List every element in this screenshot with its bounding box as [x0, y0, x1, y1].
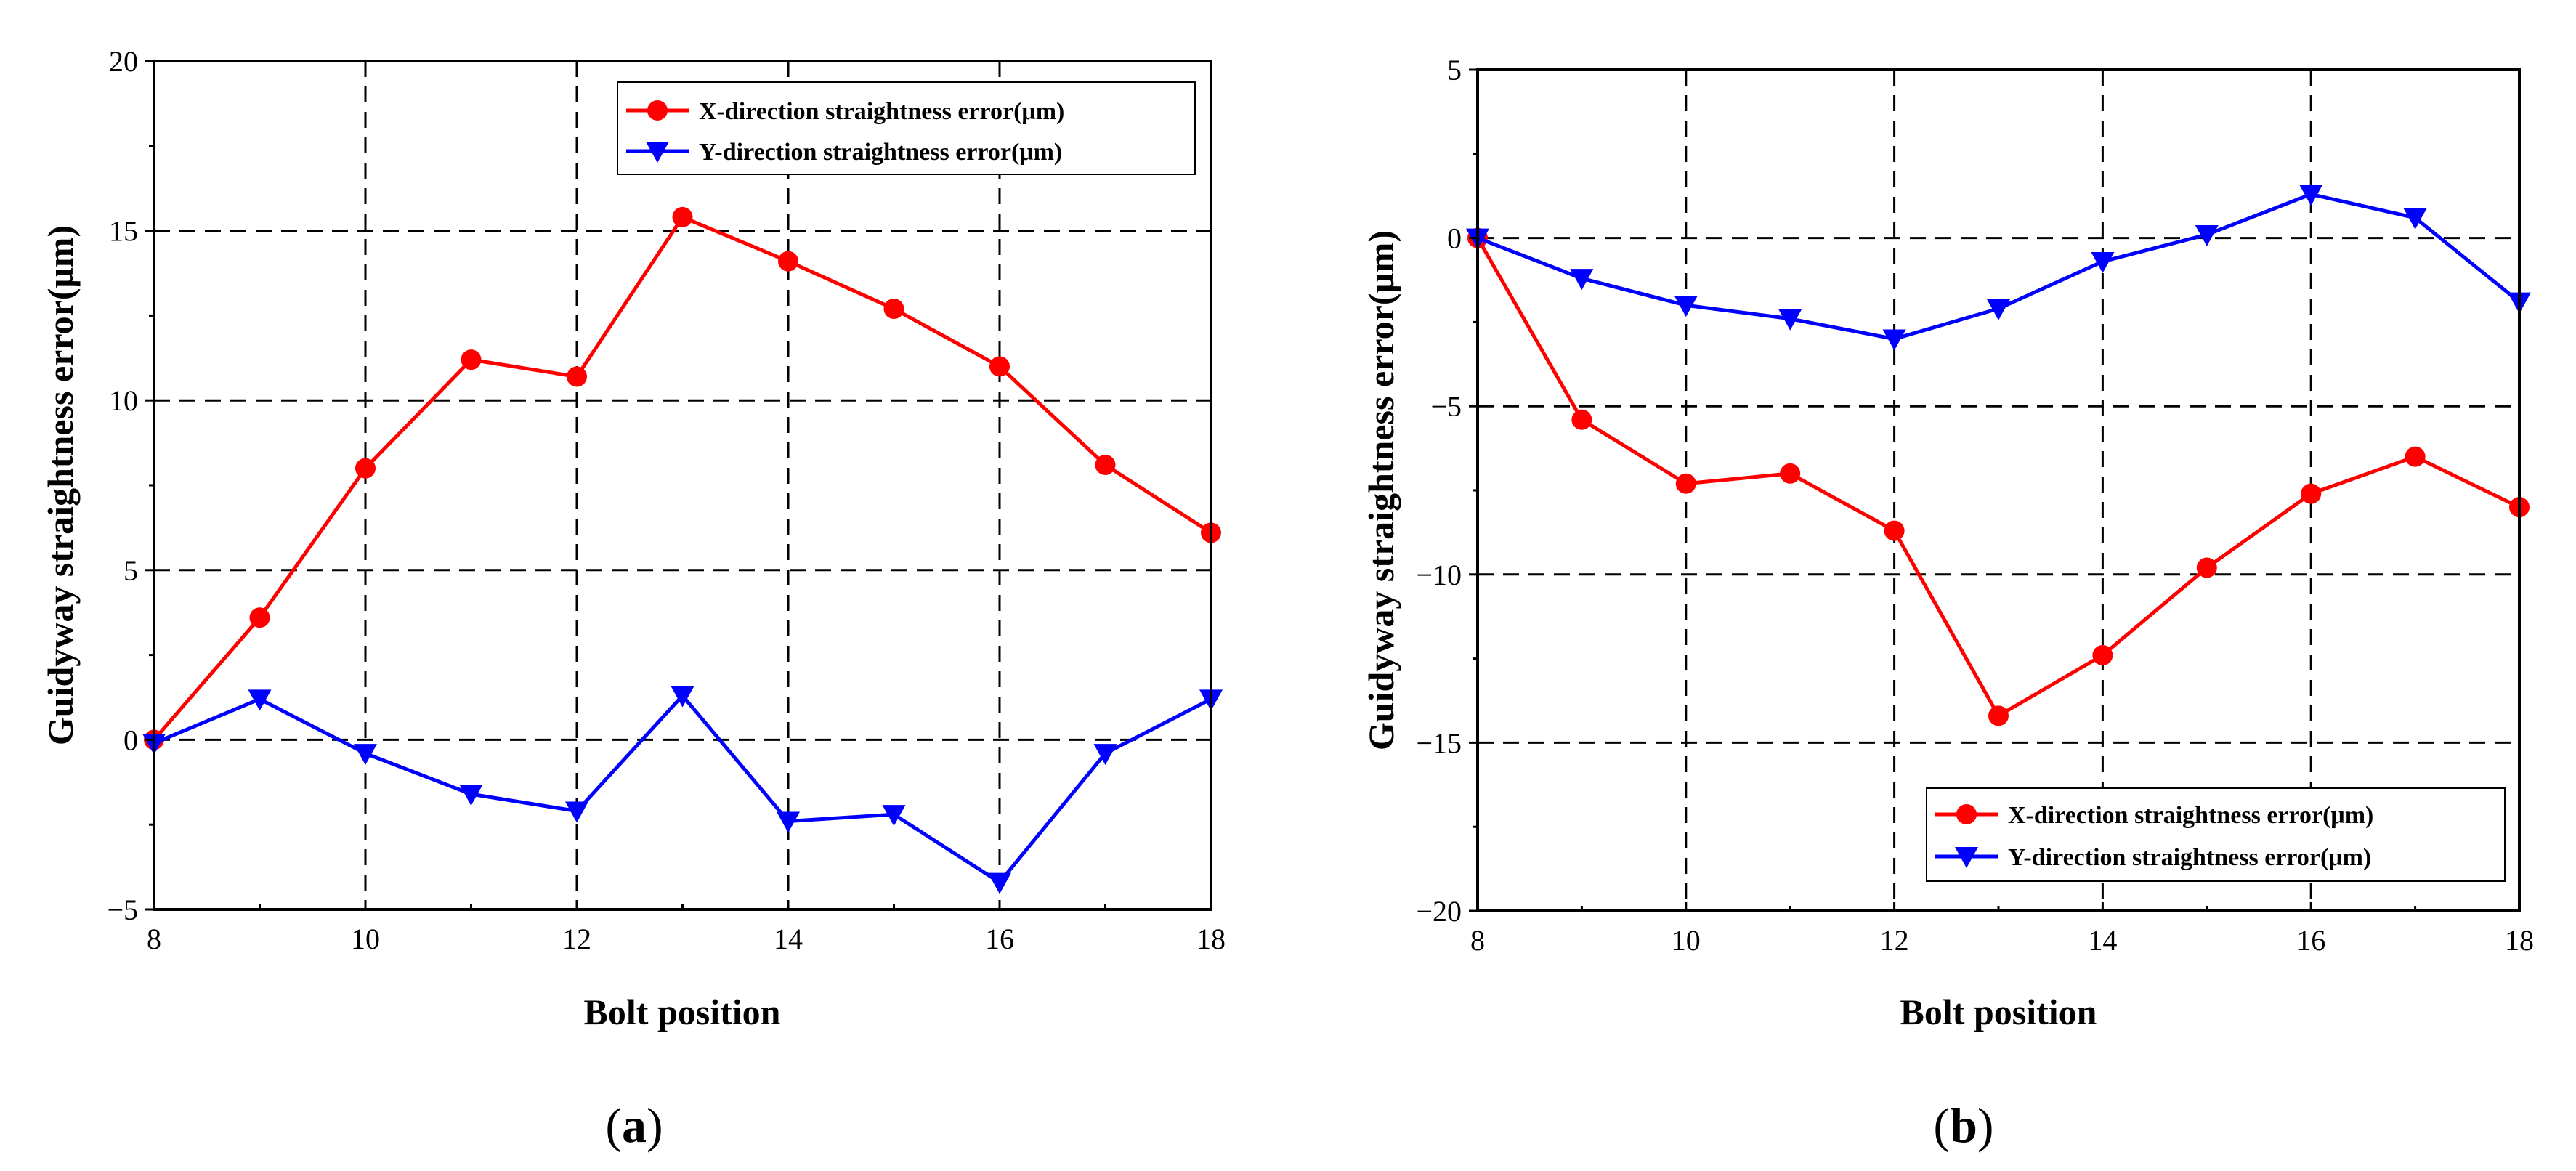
data-point-x-direction	[883, 299, 904, 320]
data-point-y-direction	[2299, 185, 2323, 206]
chart-a-y-axis-title: Guidyway straightness error(μm)	[40, 225, 81, 745]
data-point-y-direction	[459, 785, 483, 806]
data-point-x-direction	[2092, 644, 2113, 665]
legend-label-y-direction: Y-direction straightness error(μm)	[699, 139, 1062, 166]
panel-label-b-letter: b	[1950, 1098, 1977, 1153]
data-point-x-direction	[1095, 454, 1116, 475]
chart-b-legend-box	[1926, 787, 2506, 882]
data-point-y-direction	[1674, 296, 1698, 317]
y-tick-label: −10	[1416, 559, 1462, 591]
y-tick-label: 5	[123, 554, 138, 587]
y-tick-label: 20	[109, 45, 138, 78]
legend-marker-circle	[1956, 804, 1977, 824]
data-point-x-direction	[355, 458, 376, 479]
data-point-x-direction	[249, 607, 270, 628]
data-point-x-direction	[672, 206, 693, 227]
data-point-x-direction	[778, 251, 798, 272]
data-point-x-direction	[461, 349, 482, 370]
data-point-y-direction	[777, 811, 800, 833]
data-point-y-direction	[565, 801, 588, 823]
x-tick-label: 8	[1470, 924, 1485, 957]
x-tick-label: 10	[351, 923, 380, 955]
data-point-x-direction	[2405, 446, 2426, 467]
data-point-x-direction	[567, 366, 587, 387]
chart-a-series	[142, 206, 1223, 894]
chart-a-ticks: 8 10 12 14 16 18 −5 0 5 10 15 20	[107, 45, 1226, 955]
data-point-x-direction	[1571, 409, 1592, 430]
data-point-y-direction	[1987, 299, 2010, 320]
data-point-y-direction	[2195, 224, 2219, 246]
panel-label-a-letter: a	[622, 1098, 647, 1153]
chart-b-legend: X-direction straightness error(μm) Y-dir…	[1926, 787, 2506, 882]
legend-label-x-direction: X-direction straightness error(μm)	[699, 98, 1064, 125]
data-point-x-direction	[2196, 557, 2217, 578]
legend-marker-circle	[647, 100, 668, 121]
chart-a: 8 10 12 14 16 18 −5 0 5 10 15 20 Bolt position Guid…	[40, 45, 1226, 1153]
chart-b-series	[1466, 185, 2531, 726]
data-point-x-direction	[2301, 483, 2322, 504]
y-tick-label: −15	[1416, 726, 1462, 759]
series-line-x-direction	[153, 215, 1212, 742]
data-point-y-direction	[1778, 309, 1802, 331]
data-point-x-direction	[989, 356, 1010, 377]
panel-label-b: (b)	[1933, 1098, 1993, 1153]
data-point-y-direction	[988, 872, 1011, 894]
chart-a-grid	[154, 61, 1211, 909]
data-point-x-direction	[1780, 463, 1801, 484]
chart-a-plot-frame	[153, 60, 1212, 911]
y-tick-label: 10	[109, 384, 138, 417]
data-point-y-direction	[882, 805, 906, 827]
data-point-y-direction	[354, 744, 377, 766]
x-tick-label: 12	[1880, 924, 1909, 957]
x-tick-label: 18	[2505, 924, 2534, 957]
chart-b-plot-frame	[1476, 68, 2521, 912]
data-point-y-direction	[248, 689, 272, 711]
legend-marker-triangle-down	[646, 142, 669, 163]
data-point-x-direction	[1675, 473, 1696, 494]
data-point-y-direction	[1093, 744, 1117, 766]
x-tick-label: 18	[1196, 923, 1226, 955]
y-tick-label: 0	[123, 724, 138, 756]
legend-marker-triangle-down	[1955, 847, 1978, 868]
legend-label-y-direction: Y-direction straightness error(μm)	[2008, 844, 2371, 871]
y-tick-label: −5	[1430, 390, 1462, 423]
chart-a-x-axis-title: Bolt position	[584, 992, 781, 1032]
legend-label-x-direction: X-direction straightness error(μm)	[2008, 802, 2373, 829]
data-point-y-direction	[1882, 329, 1906, 351]
data-point-y-direction	[671, 686, 694, 708]
x-tick-label: 16	[2296, 924, 2325, 957]
x-tick-label: 14	[2088, 924, 2117, 957]
data-point-x-direction	[1988, 705, 2009, 726]
chart-a-legend: X-direction straightness error(μm) Y-dir…	[617, 81, 1196, 175]
data-point-y-direction	[2403, 208, 2427, 230]
y-tick-label: 15	[109, 215, 138, 248]
x-tick-label: 10	[1672, 924, 1701, 957]
y-tick-label: −5	[107, 894, 138, 926]
chart-b: 8 10 12 14 16 18 −20 −15 −10 −5 0 5 Bolt position G…	[1361, 54, 2534, 1153]
x-tick-label: 12	[562, 923, 591, 955]
series-line-y-direction	[153, 694, 1212, 885]
x-tick-label: 16	[985, 923, 1014, 955]
data-point-y-direction	[1570, 269, 1594, 291]
panel-label-a: (a)	[605, 1098, 663, 1153]
chart-a-legend-box	[617, 81, 1196, 175]
y-tick-label: 0	[1447, 222, 1462, 255]
chart-b-grid	[1478, 70, 2519, 911]
x-tick-label: 14	[774, 923, 803, 955]
data-point-y-direction	[2091, 252, 2115, 274]
chart-b-x-axis-title: Bolt position	[1900, 992, 2097, 1032]
x-tick-label: 8	[147, 923, 161, 955]
chart-b-ticks: 8 10 12 14 16 18 −20 −15 −10 −5 0 5	[1416, 54, 2534, 957]
chart-b-y-axis-title: Guidyway straightness error(μm)	[1361, 230, 1401, 750]
y-tick-label: 5	[1447, 54, 1462, 86]
data-point-x-direction	[1884, 520, 1905, 541]
y-tick-label: −20	[1416, 895, 1462, 928]
